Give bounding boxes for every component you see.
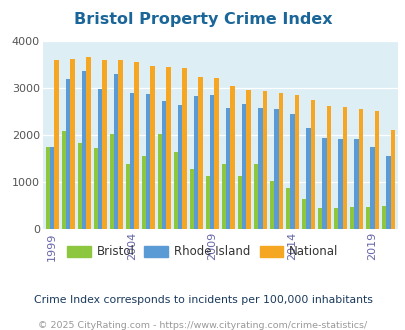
Bar (333, 208, 337, 229)
Bar (390, 130, 394, 229)
Text: © 2025 CityRating.com - https://www.cityrating.com/crime-statistics/: © 2025 CityRating.com - https://www.city… (38, 321, 367, 330)
Bar (214, 78, 218, 229)
Bar (102, 60, 107, 229)
Bar (177, 105, 182, 229)
Bar (317, 208, 321, 229)
Bar (194, 96, 198, 229)
Legend: Bristol, Rhode Island, National: Bristol, Rhode Island, National (63, 241, 342, 263)
Bar (125, 163, 130, 229)
Bar (301, 199, 305, 229)
Text: Crime Index corresponds to incidents per 100,000 inhabitants: Crime Index corresponds to incidents per… (34, 295, 371, 305)
Bar (109, 134, 114, 229)
Bar (273, 109, 278, 229)
Bar (342, 107, 346, 229)
Bar (294, 95, 298, 229)
Bar (237, 176, 241, 229)
Bar (114, 74, 118, 229)
Bar (258, 108, 262, 229)
Bar (70, 59, 75, 229)
Bar (337, 139, 342, 229)
Bar (50, 147, 54, 229)
Bar (269, 182, 273, 229)
Bar (118, 60, 123, 229)
Bar (310, 100, 314, 229)
Bar (385, 156, 390, 229)
Bar (305, 128, 310, 229)
Bar (349, 207, 353, 229)
Bar (66, 79, 70, 229)
Bar (173, 152, 177, 229)
Bar (198, 77, 202, 229)
Bar (182, 68, 187, 229)
Bar (364, 207, 369, 229)
Bar (321, 138, 326, 229)
Bar (278, 93, 282, 229)
Bar (77, 143, 82, 229)
Bar (162, 101, 166, 229)
Bar (134, 62, 139, 229)
Bar (141, 156, 146, 229)
Bar (373, 111, 378, 229)
Bar (205, 176, 209, 229)
Bar (86, 57, 91, 229)
Bar (381, 206, 385, 229)
Bar (209, 95, 214, 229)
Bar (353, 139, 358, 229)
Bar (82, 71, 86, 229)
Bar (246, 90, 250, 229)
Bar (326, 106, 330, 229)
Bar (369, 147, 373, 229)
Bar (262, 91, 266, 229)
Bar (189, 169, 194, 229)
Bar (358, 109, 362, 229)
Bar (289, 114, 294, 229)
Bar (253, 164, 258, 229)
Bar (146, 94, 150, 229)
Bar (150, 66, 155, 229)
Bar (230, 86, 234, 229)
Bar (130, 93, 134, 229)
Bar (285, 188, 289, 229)
Bar (93, 148, 98, 229)
Bar (54, 60, 59, 229)
Bar (241, 104, 246, 229)
Bar (221, 164, 226, 229)
Bar (45, 147, 50, 229)
Text: Bristol Property Crime Index: Bristol Property Crime Index (73, 12, 332, 26)
Bar (157, 134, 162, 229)
Bar (62, 131, 66, 229)
Bar (226, 108, 230, 229)
Bar (166, 67, 171, 229)
Bar (98, 89, 102, 229)
